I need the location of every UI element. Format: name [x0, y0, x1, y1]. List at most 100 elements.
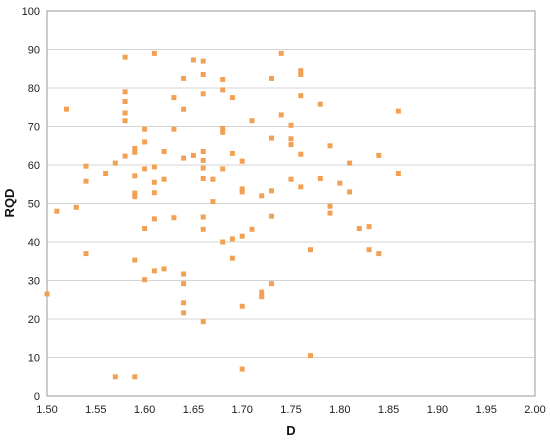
data-point	[142, 166, 148, 172]
data-point	[103, 171, 109, 176]
data-point	[210, 176, 216, 182]
x-tick-label: 2.00	[524, 404, 545, 416]
data-point	[122, 99, 128, 104]
data-point	[112, 374, 118, 380]
data-point	[395, 108, 401, 114]
data-point	[161, 266, 167, 272]
data-point	[122, 110, 128, 116]
data-point	[142, 277, 148, 283]
data-point	[347, 160, 353, 166]
data-point	[181, 271, 187, 277]
data-point	[200, 319, 206, 325]
y-tick-label: 0	[34, 391, 40, 403]
data-point	[220, 166, 226, 172]
data-point	[259, 294, 265, 300]
data-point	[239, 366, 245, 372]
data-point	[298, 184, 304, 190]
data-point	[142, 126, 148, 132]
x-tick-label: 1.90	[427, 404, 448, 416]
data-point	[308, 353, 313, 359]
data-point	[288, 136, 294, 142]
data-point	[122, 89, 128, 95]
x-tick-label: 1.85	[378, 404, 399, 416]
data-point	[200, 226, 206, 232]
data-point	[347, 189, 353, 195]
x-tick-label: 1.70	[231, 404, 252, 416]
data-point	[298, 151, 304, 157]
data-point	[181, 281, 187, 287]
data-point	[181, 300, 187, 306]
data-point	[288, 176, 294, 182]
data-point	[151, 268, 157, 274]
data-point	[298, 93, 304, 99]
y-tick-label: 20	[28, 314, 40, 326]
data-point	[200, 72, 206, 77]
data-point	[83, 163, 89, 169]
y-tick-label: 30	[28, 276, 40, 288]
data-point	[210, 199, 216, 205]
y-tick-label: 80	[28, 83, 40, 95]
x-tick-label: 1.80	[329, 404, 350, 416]
data-point	[161, 176, 167, 182]
data-point	[161, 149, 167, 154]
data-point	[229, 95, 235, 101]
data-point	[44, 291, 50, 297]
data-point	[112, 160, 118, 166]
data-point	[229, 150, 235, 156]
y-tick-label: 90	[28, 45, 40, 57]
x-tick-label: 1.95	[475, 404, 496, 416]
x-axis-ticks: 1.50 1.55 1.60 1.65 1.70 1.75 1.80 1.85 1.90 1.95…	[36, 404, 545, 416]
data-point	[200, 214, 206, 220]
data-point	[54, 208, 60, 214]
data-point	[239, 158, 245, 164]
data-point	[132, 257, 138, 263]
data-point	[122, 153, 128, 159]
data-point	[200, 176, 206, 181]
data-point	[239, 186, 245, 192]
data-point	[200, 58, 206, 64]
data-point	[171, 126, 177, 132]
data-point	[73, 204, 79, 210]
data-point	[190, 152, 196, 158]
data-point	[122, 54, 128, 60]
data-point	[288, 122, 294, 128]
x-tick-label: 1.50	[36, 404, 57, 416]
y-tick-label: 70	[28, 122, 40, 134]
data-point	[171, 215, 177, 221]
data-point	[366, 247, 372, 253]
data-point	[132, 194, 138, 200]
data-points	[44, 50, 401, 380]
plot-frame	[46, 10, 536, 397]
data-point	[190, 57, 196, 63]
data-point	[298, 68, 304, 74]
data-point	[220, 77, 226, 82]
x-tick-label: 1.75	[280, 404, 301, 416]
y-tick-label: 100	[22, 6, 40, 18]
data-point	[220, 239, 226, 245]
x-tick-label: 1.55	[85, 404, 106, 416]
x-axis-title: D	[286, 423, 295, 438]
data-point	[83, 178, 89, 184]
data-point	[298, 72, 304, 77]
data-point	[181, 106, 187, 112]
data-point	[229, 255, 235, 261]
data-point	[376, 251, 382, 257]
data-point	[376, 152, 382, 158]
data-point	[171, 95, 177, 101]
data-point	[278, 50, 284, 56]
data-point	[83, 251, 89, 257]
data-point	[181, 310, 187, 316]
data-point	[220, 87, 226, 93]
data-point	[269, 135, 274, 141]
data-point	[395, 171, 401, 176]
data-point	[269, 213, 274, 219]
y-axis-ticks: 0 10 20 30 40 50 60 70 80 90 100	[22, 6, 40, 403]
data-point	[200, 165, 206, 171]
data-point	[288, 142, 294, 148]
data-point	[249, 226, 255, 232]
data-point	[132, 149, 138, 155]
data-point	[200, 149, 206, 154]
data-point	[220, 129, 226, 135]
data-point	[220, 125, 226, 131]
